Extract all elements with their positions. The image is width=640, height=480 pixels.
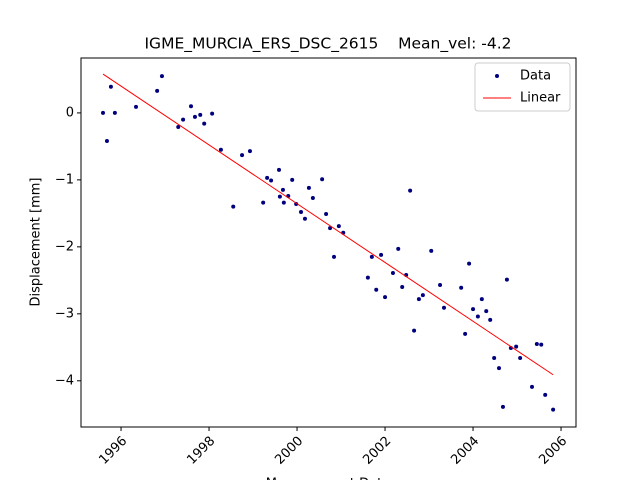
fit-line: [102, 73, 554, 376]
data-point: [467, 261, 472, 266]
data-point: [277, 194, 282, 199]
data-point: [320, 177, 325, 182]
data-point: [218, 147, 223, 152]
y-tick-label: 0: [66, 105, 74, 120]
x-tick-label: 2004: [448, 434, 482, 468]
x-tick-label: 2006: [536, 434, 570, 468]
x-tick-label: 2002: [360, 434, 394, 468]
y-tick-label: −3: [55, 306, 74, 321]
data-point: [390, 270, 395, 275]
data-point: [328, 226, 333, 231]
data-point: [420, 293, 425, 298]
data-point: [518, 356, 523, 361]
data-point: [176, 124, 181, 129]
x-tick-label: 2000: [272, 434, 306, 468]
data-point: [497, 366, 501, 371]
data-point: [475, 314, 480, 319]
data-point: [210, 111, 215, 116]
data-point: [429, 248, 434, 253]
data-point: [514, 344, 519, 349]
data-point: [459, 285, 464, 290]
data-point: [112, 110, 117, 115]
x-axis-label: Measurement Date: [266, 477, 390, 480]
data-point: [442, 305, 446, 310]
data-point: [281, 200, 286, 205]
data-point: [416, 297, 421, 302]
legend-label: Linear: [520, 91, 561, 106]
data-point: [539, 342, 544, 347]
data-point: [269, 178, 274, 183]
data-point: [504, 277, 509, 282]
data-point: [412, 328, 417, 333]
data-point: [280, 187, 285, 192]
data-point: [471, 307, 476, 312]
y-tick-label: −4: [55, 373, 74, 388]
data-point: [306, 185, 311, 190]
data-point: [189, 104, 193, 109]
data-point: [383, 295, 388, 300]
data-point: [104, 139, 109, 144]
data-point: [240, 153, 245, 158]
data-point: [299, 210, 303, 215]
chart-title: IGME_MURCIA_ERS_DSC_2615 Mean_vel: -4.2: [144, 35, 511, 54]
data-point: [290, 177, 295, 182]
data-point: [379, 252, 384, 257]
y-tick-label: −2: [55, 239, 74, 254]
data-point: [277, 167, 281, 172]
data-point: [534, 341, 539, 346]
data-point: [231, 204, 236, 209]
x-tick-label: 1996: [96, 434, 130, 468]
data-point: [261, 200, 266, 205]
data-point: [336, 224, 341, 229]
data-point: [101, 110, 105, 115]
plot-frame: [80, 57, 577, 428]
y-tick-label: −1: [55, 172, 74, 187]
data-point: [543, 392, 548, 397]
data-point: [155, 88, 160, 93]
data-point: [463, 331, 468, 336]
legend-label: Data: [520, 69, 551, 84]
data-point: [530, 384, 534, 389]
data-point: [488, 317, 493, 322]
data-point: [202, 121, 207, 126]
data-point: [159, 74, 164, 79]
data-point: [198, 112, 203, 117]
data-point: [396, 246, 401, 251]
data-point: [400, 285, 405, 290]
data-point: [134, 104, 138, 109]
data-point: [310, 195, 315, 200]
data-point: [365, 275, 370, 280]
data-point: [551, 407, 556, 412]
data-point: [324, 212, 329, 217]
data-point: [192, 114, 197, 119]
data-point: [265, 175, 270, 180]
data-point: [332, 254, 336, 259]
legend-box: [474, 62, 571, 112]
data-point: [181, 117, 186, 122]
data-point: [247, 149, 252, 154]
legend-swatch: [495, 74, 499, 78]
data-point: [484, 309, 489, 314]
data-point: [479, 297, 484, 302]
y-axis-label: Displacement [mm]: [29, 178, 44, 307]
x-tick-label: 1998: [184, 434, 218, 468]
data-point: [500, 404, 505, 409]
data-point: [108, 84, 113, 89]
data-point: [438, 283, 443, 288]
data-point: [374, 287, 379, 292]
data-point: [369, 254, 374, 259]
data-point: [302, 216, 307, 221]
data-point: [408, 188, 413, 193]
data-point: [492, 356, 497, 361]
